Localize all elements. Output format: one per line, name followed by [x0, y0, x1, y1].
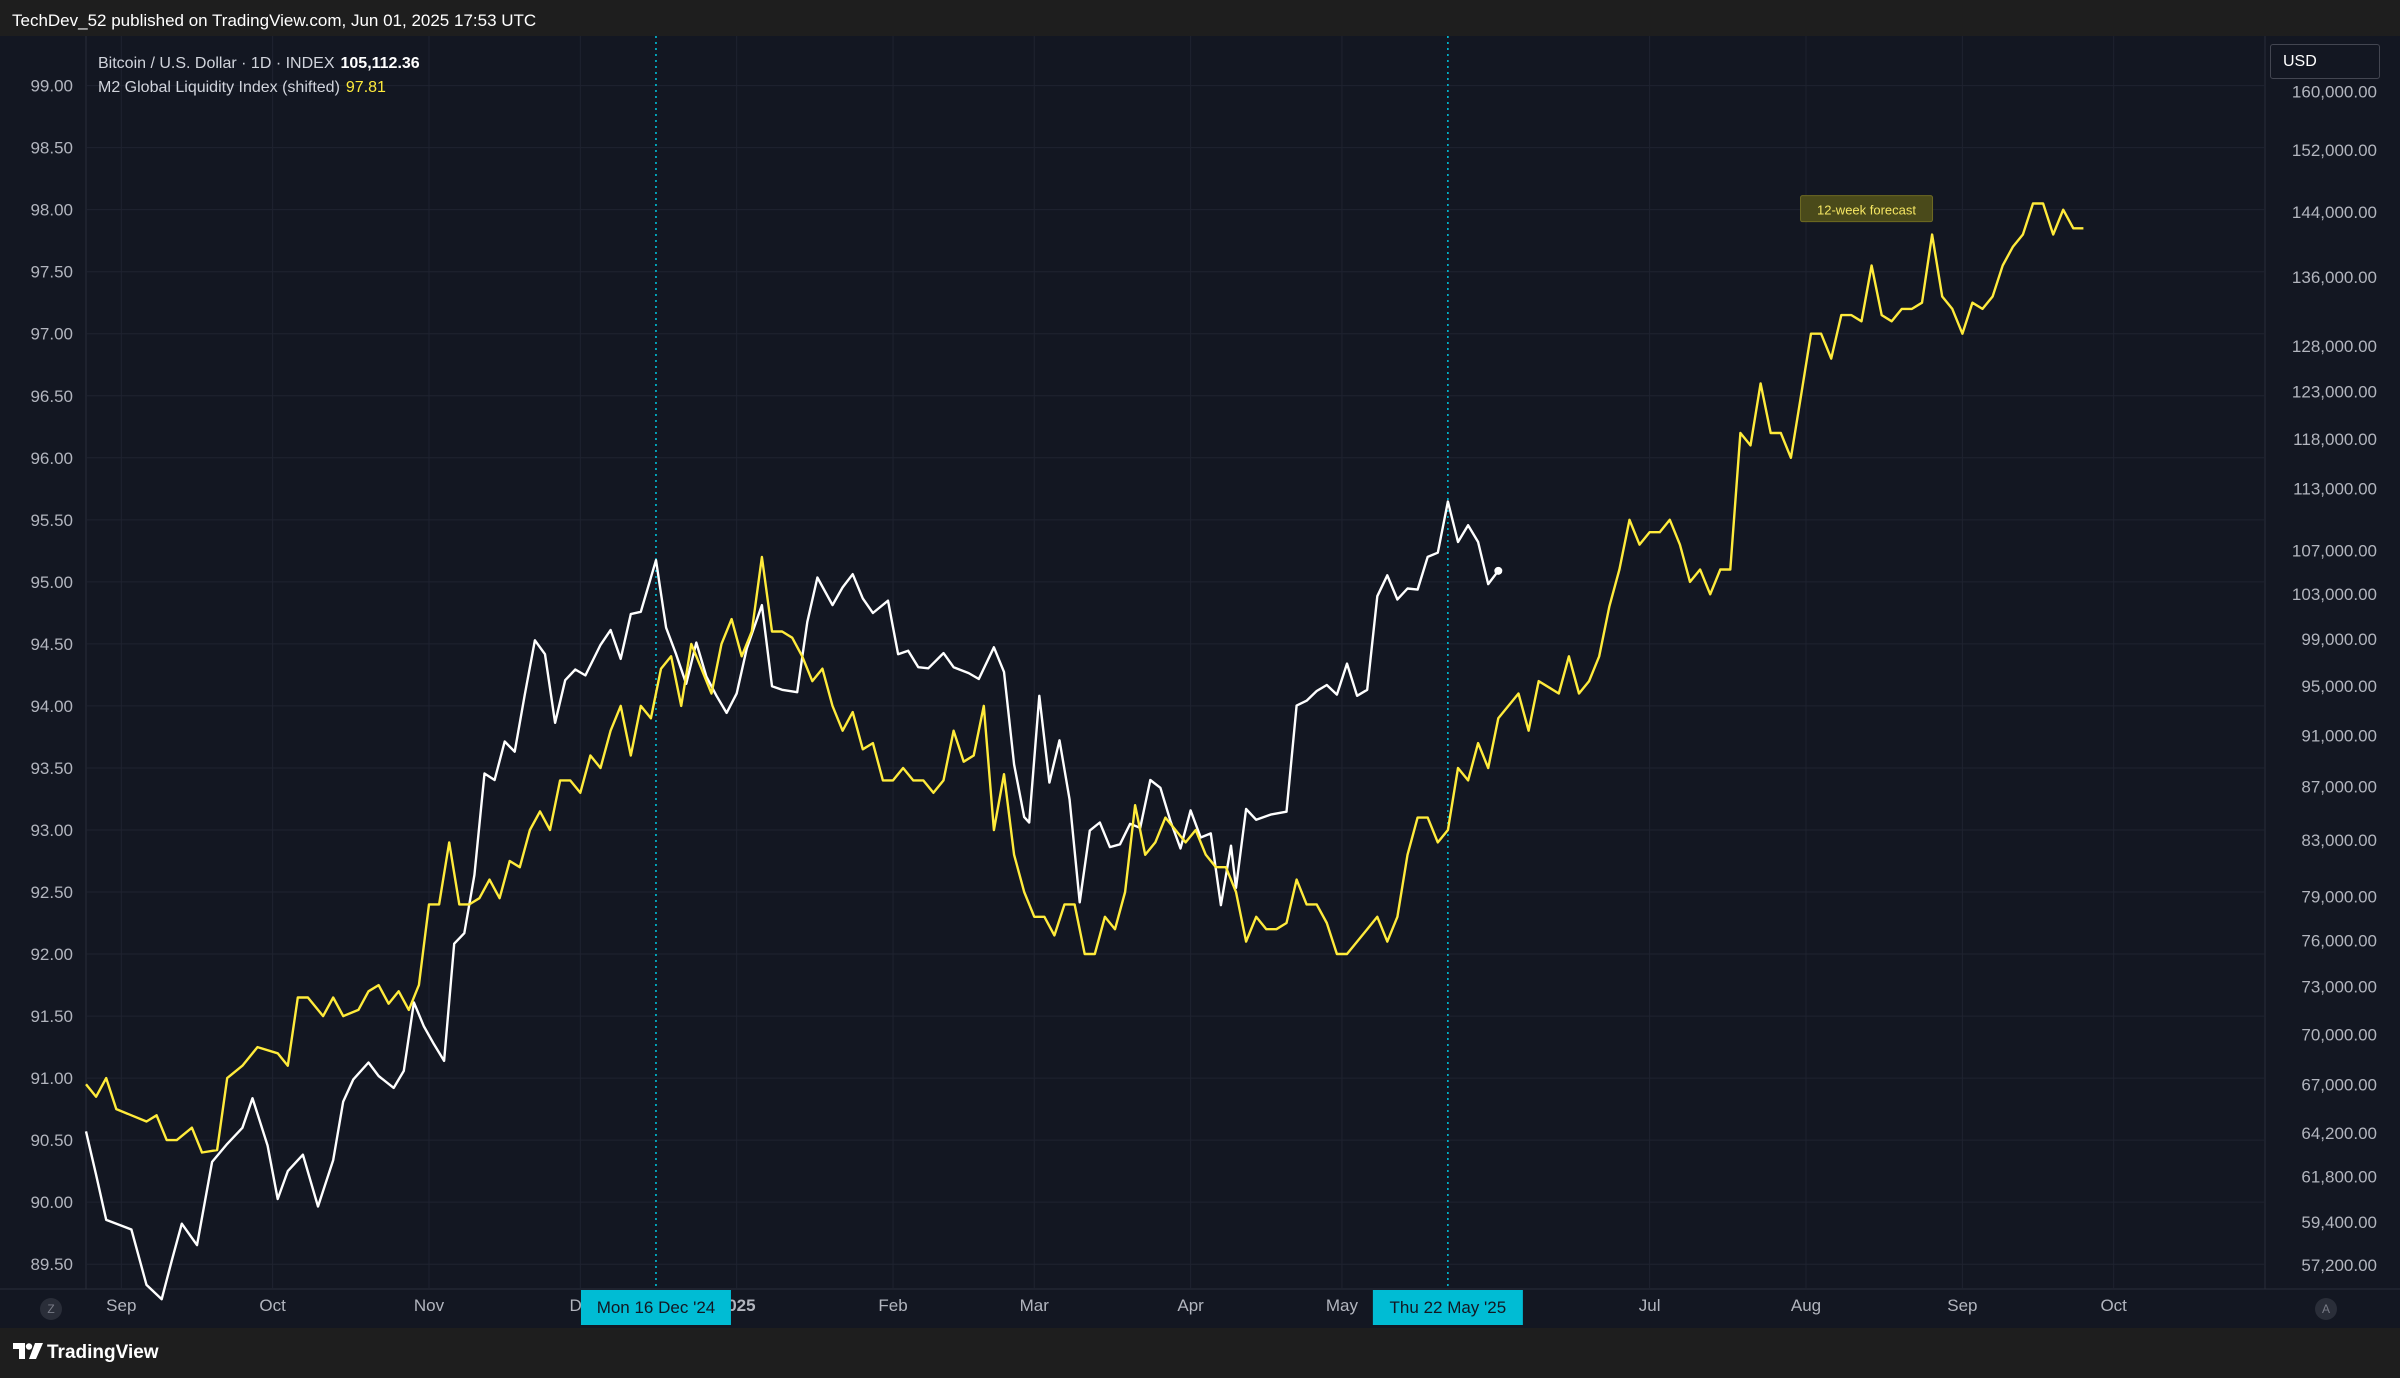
right-axis-tick-label: 64,200.00: [2301, 1124, 2377, 1143]
btc-price-line: [84, 500, 1500, 1301]
time-axis-tick-label: Sep: [106, 1296, 136, 1315]
forecast-label-box: [1800, 195, 1934, 223]
publish-bar: TechDev_52 published on TradingView.com,…: [0, 0, 2400, 36]
time-axis-tick-label: Mar: [1020, 1296, 1050, 1315]
chart-legend: Bitcoin / U.S. Dollar · 1D · INDEX 105,11…: [98, 52, 420, 100]
time-axis-tick-label: May: [1326, 1296, 1359, 1315]
left-axis-tick-label: 89.50: [30, 1255, 73, 1274]
zoom-reset-button[interactable]: Z: [40, 1298, 62, 1320]
right-axis-tick-label: 103,000.00: [2292, 585, 2377, 604]
auto-scale-label: A: [2321, 1302, 2330, 1316]
right-axis-tick-label: 73,000.00: [2301, 978, 2377, 997]
marker-date-badge: [580, 1290, 731, 1325]
time-axis-tick-label: Aug: [1791, 1296, 1821, 1315]
currency-button[interactable]: USD: [2270, 44, 2380, 79]
published-text: TechDev_52 published on TradingView.com,…: [12, 11, 537, 30]
legend-btc-value: 105,112.36: [340, 55, 420, 72]
left-axis-tick-label: 97.00: [30, 325, 73, 344]
left-axis-tick-label: 95.50: [30, 511, 73, 530]
left-axis-tick-label: 92.00: [30, 945, 73, 964]
legend-m2[interactable]: M2 Global Liquidity Index (shifted) 97.81: [98, 76, 420, 100]
right-axis-tick-label: 79,000.00: [2301, 888, 2377, 907]
right-axis-tick-label: 76,000.00: [2301, 932, 2377, 951]
time-axis-tick-label: Jul: [1639, 1296, 1661, 1315]
left-axis-tick-label: 98.00: [30, 201, 73, 220]
date-markers: [655, 36, 1449, 1289]
right-axis-tick-label: 91,000.00: [2301, 726, 2377, 745]
right-axis-tick-label: 123,000.00: [2292, 383, 2377, 402]
left-axis-tick-label: 97.50: [30, 263, 73, 282]
forecast-annotation: 12-week forecast: [1800, 195, 1934, 223]
marker-date-label: Thu 22 May '25: [1390, 1298, 1507, 1317]
left-axis: 99.00 98.50 98.00 97.50 97.00 96.50 96.00 95.50…: [30, 77, 73, 1275]
tradingview-logo-text: TradingView: [47, 1342, 159, 1363]
m2-liquidity-line: [85, 202, 2084, 1154]
left-axis-tick-label: 90.50: [30, 1131, 73, 1150]
left-axis-tick-label: 95.00: [30, 573, 73, 592]
right-axis-tick-label: 118,000.00: [2293, 430, 2377, 449]
btc-last-price-dot: [1494, 566, 1503, 575]
right-axis-tick-label: 144,000.00: [2292, 203, 2377, 222]
time-axis-tick-label: Oct: [259, 1296, 286, 1315]
right-axis: 160,000.00 152,000.00 144,000.00 136,000.00…: [2292, 83, 2377, 1275]
currency-label: USD: [2283, 53, 2317, 70]
price-chart[interactable]: 99.00 98.50 98.00 97.50 97.00 96.50 96.00 95.50…: [0, 36, 2400, 1328]
left-axis-tick-label: 92.50: [30, 883, 73, 902]
right-axis-tick-label: 107,000.00: [2292, 542, 2377, 561]
right-axis-tick-label: 67,000.00: [2301, 1075, 2377, 1094]
right-axis-tick-label: 128,000.00: [2292, 337, 2377, 356]
time-axis-tick-label: Apr: [1177, 1296, 1204, 1315]
series-lines: [84, 202, 2084, 1301]
right-axis-tick-label: 99,000.00: [2301, 630, 2377, 649]
right-axis-tick-label: 136,000.00: [2292, 268, 2377, 287]
right-axis-tick-label: 59,400.00: [2301, 1213, 2377, 1232]
right-axis-tick-label: 61,800.00: [2301, 1168, 2377, 1187]
left-axis-tick-label: 94.00: [30, 697, 73, 716]
right-axis-tick-label: 70,000.00: [2301, 1025, 2377, 1044]
legend-btc-label: Bitcoin / U.S. Dollar · 1D · INDEX: [98, 55, 335, 72]
forecast-label-text: 12-week forecast: [1817, 203, 1916, 218]
right-axis-tick-label: 87,000.00: [2301, 778, 2377, 797]
right-axis-tick-label: 160,000.00: [2292, 83, 2377, 102]
left-axis-tick-label: 99.00: [30, 77, 73, 96]
right-axis-tick-label: 152,000.00: [2292, 141, 2377, 160]
legend-m2-value: 97.81: [345, 79, 386, 96]
footer-bar: TradingView: [0, 1328, 2400, 1378]
tradingview-logo-icon: [13, 1343, 43, 1359]
right-axis-tick-label: 95,000.00: [2301, 677, 2377, 696]
right-axis-tick-label: 83,000.00: [2301, 831, 2377, 850]
left-axis-tick-label: 91.00: [30, 1069, 73, 1088]
time-axis-tick-label: Sep: [1947, 1296, 1977, 1315]
auto-scale-button[interactable]: A: [2315, 1298, 2337, 1320]
legend-m2-label: M2 Global Liquidity Index (shifted): [98, 79, 340, 96]
marker-date-label: Mon 16 Dec '24: [597, 1298, 716, 1317]
time-axis-tick-label: Oct: [2100, 1296, 2127, 1315]
left-axis-tick-label: 94.50: [30, 635, 73, 654]
right-axis-tick-label: 57,200.00: [2301, 1256, 2377, 1275]
time-axis[interactable]: Sep Oct Nov De 2025 Feb Mar Apr May Jul Aug Sep OctM…: [106, 1290, 2127, 1325]
time-axis-tick-label: Feb: [878, 1296, 907, 1315]
left-axis-tick-label: 93.50: [30, 759, 73, 778]
left-axis-tick-label: 90.00: [30, 1193, 73, 1212]
marker-date-badge: [1372, 1290, 1523, 1325]
time-axis-tick-label: Nov: [414, 1296, 445, 1315]
right-axis-tick-label: 113,000.00: [2293, 479, 2377, 498]
left-axis-tick-label: 96.00: [30, 449, 73, 468]
chart-background: [0, 36, 2400, 1328]
zoom-reset-label: Z: [47, 1302, 55, 1316]
left-axis-tick-label: 96.50: [30, 387, 73, 406]
legend-btc[interactable]: Bitcoin / U.S. Dollar · 1D · INDEX 105,11…: [98, 52, 420, 76]
grid-lines: [0, 36, 2400, 1290]
left-axis-tick-label: 93.00: [30, 821, 73, 840]
left-axis-tick-label: 98.50: [30, 139, 73, 158]
left-axis-tick-label: 91.50: [30, 1007, 73, 1026]
